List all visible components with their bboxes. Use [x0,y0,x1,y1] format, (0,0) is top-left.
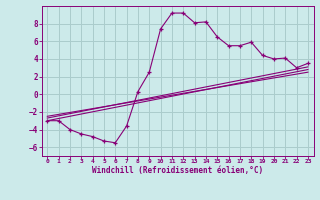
X-axis label: Windchill (Refroidissement éolien,°C): Windchill (Refroidissement éolien,°C) [92,166,263,175]
